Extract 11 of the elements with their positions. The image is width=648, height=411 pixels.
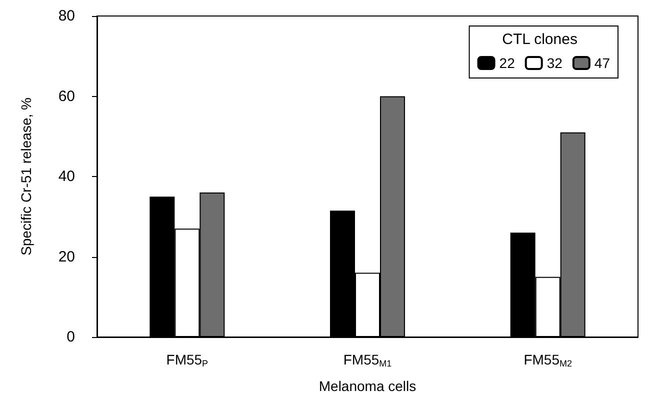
x-axis-title: Melanoma cells: [318, 378, 416, 394]
y-tick-label: 20: [58, 248, 75, 266]
y-axis-title: Specific Cr-51 release, %: [18, 98, 34, 256]
y-tick-label: 60: [58, 88, 75, 105]
legend-label: 32: [546, 55, 563, 71]
legend-label: 22: [499, 55, 516, 71]
legend-title: CTL clones: [502, 31, 578, 48]
legend-label: 47: [594, 55, 610, 71]
y-tick-label: 40: [58, 168, 75, 185]
y-tick-label: 0: [66, 328, 75, 346]
y-tick-label: 80: [58, 8, 75, 24]
